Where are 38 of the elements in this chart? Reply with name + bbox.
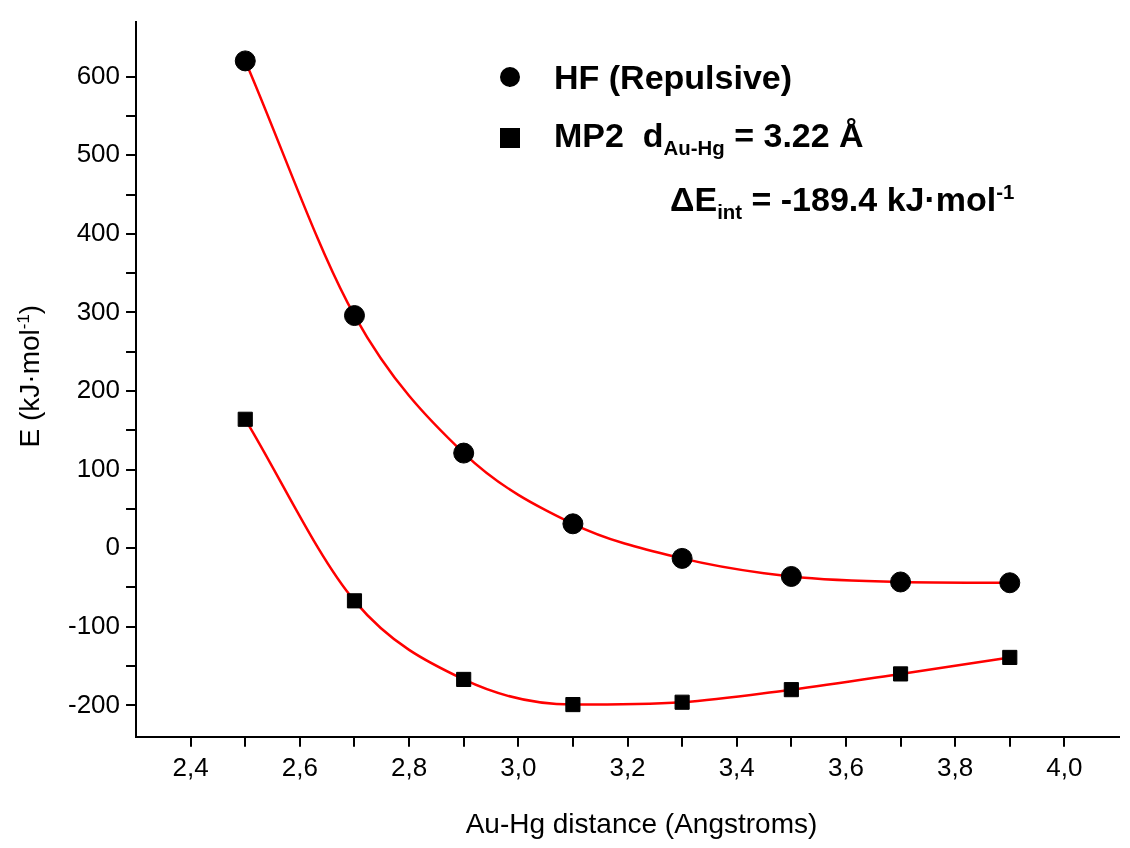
y-tick-label: 200 — [76, 374, 121, 405]
point — [999, 572, 1021, 594]
y-tick-label: 500 — [76, 138, 121, 169]
y-tick-label: 0 — [105, 531, 121, 562]
y-tick-label: -200 — [67, 688, 121, 719]
point — [453, 442, 475, 464]
x-tick-label: 3,0 — [500, 751, 537, 782]
point — [671, 547, 693, 569]
y-tick-label: 400 — [76, 216, 121, 247]
y-tick-label: 100 — [76, 452, 121, 483]
point — [674, 694, 690, 710]
x-tick-label: 3,4 — [718, 751, 755, 782]
point — [346, 593, 363, 609]
point — [237, 411, 253, 427]
point — [890, 571, 912, 593]
x-tick-label: 4,0 — [1046, 751, 1083, 782]
y-tick-label: -100 — [67, 609, 121, 640]
point — [565, 697, 581, 713]
x-tick-label: 3,2 — [609, 751, 646, 782]
annotation: ΔE$_{int}$ = -189.4 kJ·mol$^{-1}$ — [669, 180, 1015, 224]
y-tick-label: 600 — [76, 59, 121, 90]
y-tick-label: 300 — [76, 295, 121, 326]
point — [562, 513, 584, 535]
x-tick-label: 3,6 — [827, 751, 865, 782]
x-tick-label: 2,6 — [281, 751, 318, 782]
point — [1002, 649, 1018, 665]
point — [234, 50, 256, 72]
x-tick-label: 2,4 — [172, 751, 209, 782]
point — [456, 671, 472, 687]
point — [892, 666, 909, 682]
point — [780, 565, 802, 587]
x-tick-label: 3,8 — [937, 751, 974, 782]
point — [343, 305, 365, 327]
legend-label: MP2 d$_{Au-Hg}$ = 3.22 Å — [554, 116, 864, 159]
x-axis-title: Au-Hg distance (Angstroms) — [464, 808, 819, 840]
x-tick-label: 2,8 — [391, 751, 428, 782]
legend-label: HF (Repulsive) — [554, 58, 793, 96]
point — [783, 682, 799, 698]
